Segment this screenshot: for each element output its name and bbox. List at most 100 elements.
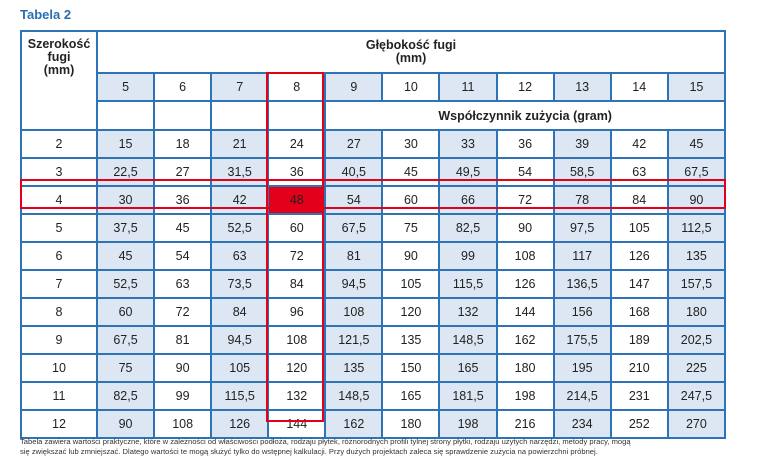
table-row: 4 30 36 42 48 54 60 66 72 78 84 90 <box>20 185 727 215</box>
value-cell: 202,5 <box>666 325 727 355</box>
value-cell: 99 <box>153 381 213 411</box>
value-cell: 180 <box>381 409 441 439</box>
value-cell: 162 <box>495 325 555 355</box>
value-cell: 126 <box>609 241 669 271</box>
value-cell: 54 <box>495 157 555 187</box>
grout-consumption-table: Szerokość fugi (mm) Głębokość fugi (mm) … <box>20 30 727 439</box>
width-cell: 3 <box>20 157 98 187</box>
value-cell: 105 <box>210 353 270 383</box>
value-cell: 66 <box>438 185 498 215</box>
width-cell: 2 <box>20 129 98 159</box>
value-cell: 52,5 <box>210 213 270 243</box>
value-cell: 165 <box>381 381 441 411</box>
value-cell: 40,5 <box>324 157 384 187</box>
footnote-line-1: Tabela zawiera wartości praktyczne, któr… <box>20 437 631 446</box>
depth-cell-15: 15 <box>666 72 727 102</box>
value-cell: 136,5 <box>552 269 612 299</box>
value-cell: 105 <box>381 269 441 299</box>
width-header-label: Szerokość fugi <box>27 37 91 64</box>
value-cell: 157,5 <box>666 269 727 299</box>
width-cell: 11 <box>20 381 98 411</box>
table-row: 3 22,5 27 31,5 36 40,5 45 49,5 54 58,5 63 67,5 <box>20 157 727 187</box>
value-cell: 216 <box>495 409 555 439</box>
value-cell: 73,5 <box>210 269 270 299</box>
value-cell: 120 <box>267 353 327 383</box>
value-cell: 108 <box>324 297 384 327</box>
width-cell: 4 <box>20 185 98 215</box>
depth-header-label: Głębokość fugi <box>365 38 457 52</box>
value-cell: 234 <box>552 409 612 439</box>
value-cell: 36 <box>495 129 555 159</box>
width-header-unit: (mm) <box>43 63 75 77</box>
value-cell: 33 <box>438 129 498 159</box>
value-cell: 82,5 <box>95 381 156 411</box>
value-cell: 84 <box>609 185 669 215</box>
value-cell: 90 <box>153 353 213 383</box>
value-cell: 67,5 <box>324 213 384 243</box>
table-row: 6 45 54 63 72 81 90 99 108 117 126 135 <box>20 241 727 271</box>
width-cell: 10 <box>20 353 98 383</box>
value-cell: 115,5 <box>438 269 498 299</box>
depth-cell-13: 13 <box>552 72 612 102</box>
value-cell: 99 <box>438 241 498 271</box>
value-cell: 108 <box>153 409 213 439</box>
width-cell: 12 <box>20 409 98 439</box>
depth-cell-9: 9 <box>324 72 384 102</box>
width-cell: 9 <box>20 325 98 355</box>
value-cell: 58,5 <box>552 157 612 187</box>
value-cell: 81 <box>153 325 213 355</box>
value-cell: 27 <box>324 129 384 159</box>
value-cell: 148,5 <box>438 325 498 355</box>
depth-cell-10: 10 <box>381 72 441 102</box>
value-cell: 63 <box>210 241 270 271</box>
coefficient-blank-cell <box>95 100 156 131</box>
value-cell: 180 <box>666 297 727 327</box>
value-cell: 90 <box>666 185 727 215</box>
value-cell: 72 <box>495 185 555 215</box>
value-cell: 231 <box>609 381 669 411</box>
value-cell: 135 <box>666 241 727 271</box>
table-row: 10 75 90 105 120 135 150 165 180 195 210 225 <box>20 353 727 383</box>
value-cell: 39 <box>552 129 612 159</box>
value-cell: 225 <box>666 353 727 383</box>
table-row: 11 82,5 99 115,5 132 148,5 165 181,5 198 214,5 231… <box>20 381 727 411</box>
value-cell: 82,5 <box>438 213 498 243</box>
value-cell: 45 <box>153 213 213 243</box>
value-cell: 22,5 <box>95 157 156 187</box>
value-cell: 181,5 <box>438 381 498 411</box>
value-cell: 150 <box>381 353 441 383</box>
depth-cell-8: 8 <box>267 72 327 102</box>
value-cell: 90 <box>95 409 156 439</box>
value-cell: 72 <box>153 297 213 327</box>
depth-cell-14: 14 <box>609 72 669 102</box>
value-cell: 198 <box>495 381 555 411</box>
value-cell: 148,5 <box>324 381 384 411</box>
value-cell: 60 <box>381 185 441 215</box>
footnote: Tabela zawiera wartości praktyczne, któr… <box>20 437 740 456</box>
depth-header-unit: (mm) <box>395 51 427 65</box>
value-cell: 78 <box>552 185 612 215</box>
value-cell: 49,5 <box>438 157 498 187</box>
value-cell: 24 <box>267 129 327 159</box>
depth-cell-7: 7 <box>210 72 270 102</box>
coefficient-row: Współczynnik zużycia (gram) <box>21 100 726 131</box>
depth-cell-11: 11 <box>438 72 498 102</box>
value-cell: 21 <box>210 129 270 159</box>
depth-cell-12: 12 <box>495 72 555 102</box>
coefficient-label: Współczynnik zużycia (gram) <box>324 100 726 131</box>
value-cell: 84 <box>210 297 270 327</box>
value-cell: 54 <box>153 241 213 271</box>
value-cell: 48 <box>267 185 327 215</box>
value-cell: 252 <box>609 409 669 439</box>
width-cell: 8 <box>20 297 98 327</box>
value-cell: 165 <box>438 353 498 383</box>
depth-header-cell: Głębokość fugi (mm) <box>96 30 726 74</box>
value-cell: 81 <box>324 241 384 271</box>
table-row: 7 52,5 63 73,5 84 94,5 105 115,5 126 136,5 147 157,… <box>20 269 727 299</box>
width-cell: 6 <box>20 241 98 271</box>
value-cell: 45 <box>95 241 156 271</box>
value-cell: 117 <box>552 241 612 271</box>
value-cell: 27 <box>153 157 213 187</box>
value-cell: 247,5 <box>666 381 727 411</box>
value-cell: 52,5 <box>95 269 156 299</box>
